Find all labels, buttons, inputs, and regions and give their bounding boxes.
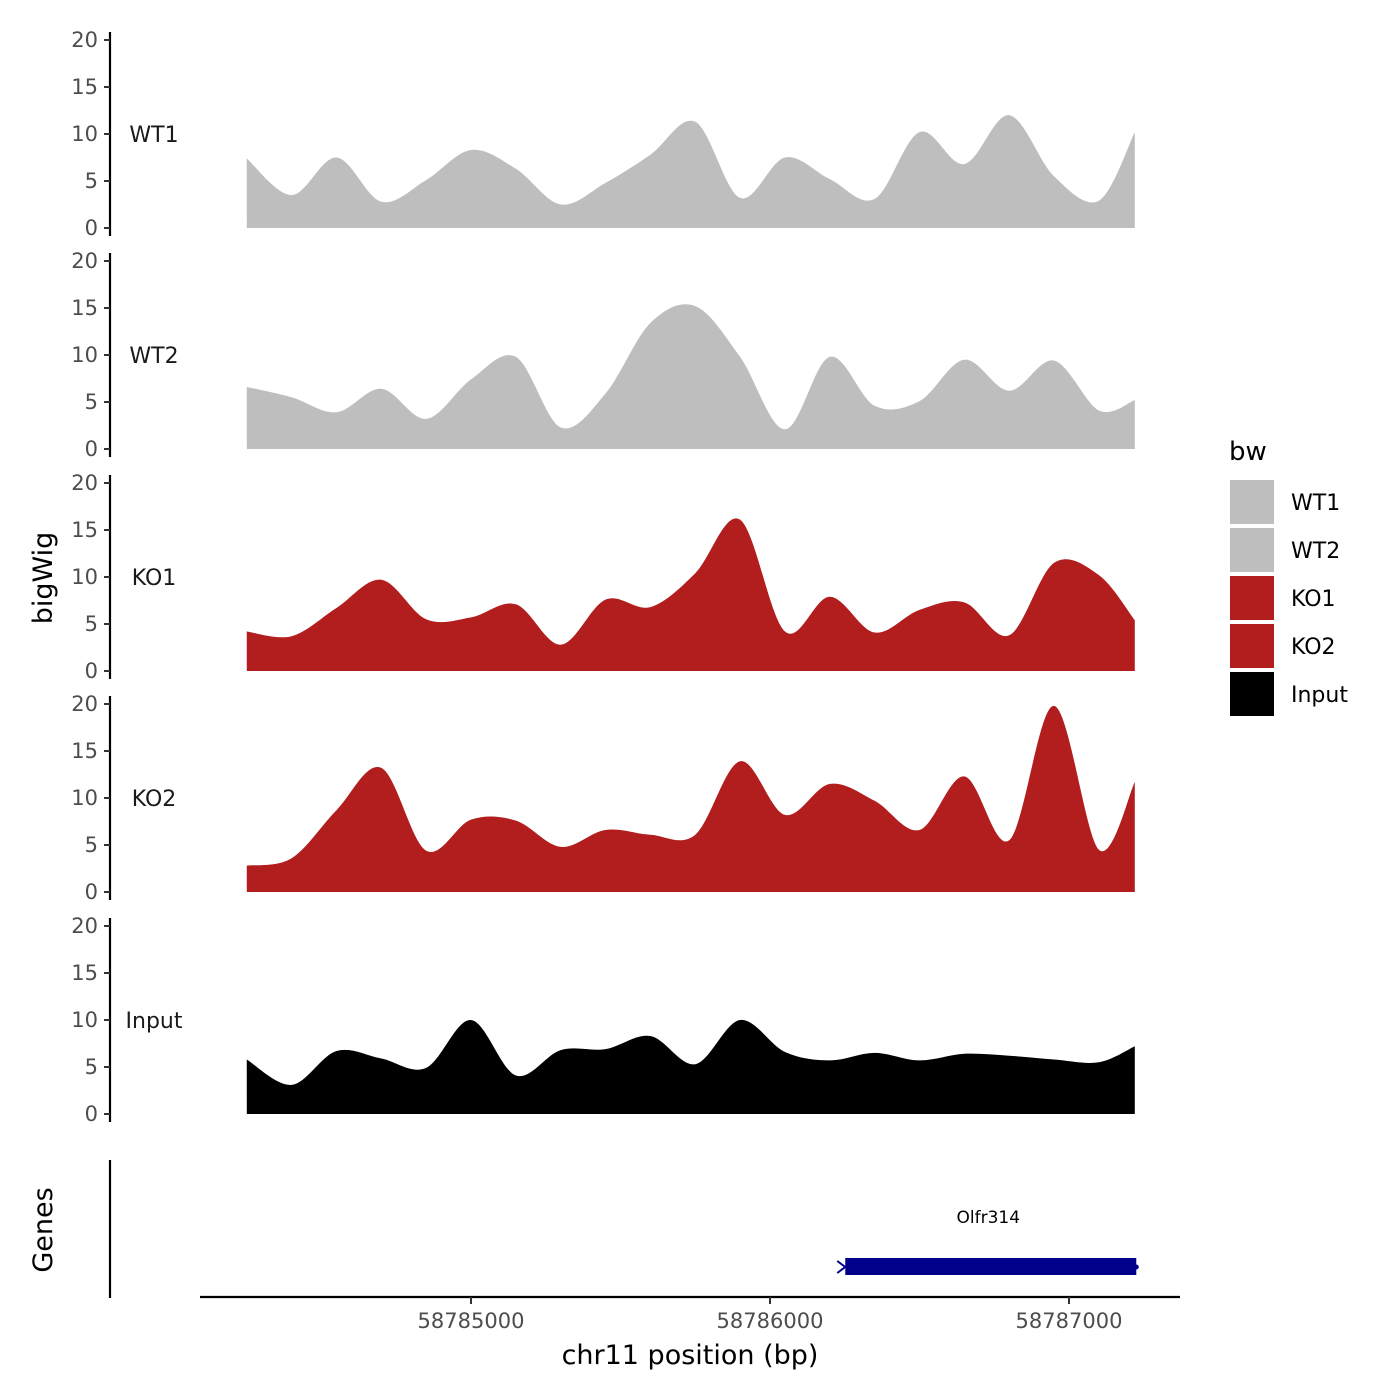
legend-label: Input [1291,683,1348,708]
legend-swatch [1230,672,1274,716]
y-tick-label: 10 [71,122,98,146]
track-label-wt1: WT1 [129,123,178,148]
y-tick-label: 5 [85,1055,98,1079]
y-tick-label: 20 [71,692,98,716]
y-tick-label: 5 [85,612,98,636]
y-tick-label: 20 [71,914,98,938]
legend-item-wt2: WT2 [1230,528,1340,572]
y-tick-label: 10 [71,1008,98,1032]
track-wt2: 0 5 10 15 20 WT2 [71,249,1135,461]
x-axis-title: chr11 position (bp) [562,1340,819,1371]
y-tick-label: 20 [71,249,98,273]
track-input: 0 5 10 15 20 Input [71,914,1135,1126]
area-ko1 [246,518,1135,671]
y-tick-label: 0 [85,216,98,240]
legend: bw WT1 WT2 KO1 KO2 Input [1229,437,1348,716]
legend-swatch [1230,480,1274,524]
legend-label: KO2 [1291,635,1336,660]
y-tick-label: 5 [85,390,98,414]
genes-axis-title: Genes [28,1187,59,1272]
y-tick-label: 0 [85,659,98,683]
gene-label: Olfr314 [957,1208,1021,1228]
gene-strand-arrow [836,1260,847,1274]
y-tick-label: 5 [85,169,98,193]
track-label-wt2: WT2 [129,344,178,369]
y-tick-label: 0 [85,437,98,461]
y-tick-label: 15 [71,518,98,542]
x-axis: 58785000 58786000 58787000 [200,1295,1180,1333]
y-tick-label: 15 [71,739,98,763]
y-tick-label: 0 [85,1102,98,1126]
track-wt1: 0 5 10 15 20 WT1 [71,28,1135,240]
x-tick-label: 58787000 [1016,1309,1123,1333]
legend-swatch [1230,528,1274,572]
track-label-input: Input [126,1009,183,1034]
gene-end-marker [1133,1264,1139,1270]
legend-item-input: Input [1230,672,1348,716]
legend-swatch [1230,576,1274,620]
track-ko1: 0 5 10 15 20 KO1 [71,471,1135,683]
gene-olfr314: Olfr314 [836,1208,1139,1275]
gene-panel: Olfr314 [108,1160,1139,1298]
area-input [246,1019,1135,1114]
legend-label: WT1 [1291,491,1340,516]
y-axis-title: bigWig [28,532,59,625]
x-tick-label: 58786000 [717,1309,824,1333]
legend-item-ko1: KO1 [1230,576,1336,620]
y-tick-label: 10 [71,343,98,367]
y-tick-label: 15 [71,961,98,985]
y-tick-label: 15 [71,75,98,99]
legend-item-ko2: KO2 [1230,624,1336,668]
x-tick-label: 58785000 [418,1309,525,1333]
legend-label: WT2 [1291,539,1340,564]
area-wt2 [246,304,1135,449]
y-tick-label: 10 [71,565,98,589]
y-tick-label: 10 [71,786,98,810]
area-ko2 [246,705,1135,892]
track-label-ko1: KO1 [132,566,177,591]
gene-body [845,1258,1137,1275]
legend-item-wt1: WT1 [1230,480,1340,524]
track-label-ko2: KO2 [132,787,177,812]
legend-swatch [1230,624,1274,668]
y-tick-label: 5 [85,833,98,857]
area-wt1 [246,115,1135,228]
signal-tracks: 0 5 10 15 20 WT1 0 5 10 15 20 WT2 0 5 10 15 20 KO1 0 5 10 15 2… [71,28,1135,1126]
y-tick-label: 0 [85,880,98,904]
legend-title: bw [1229,437,1267,467]
y-tick-label: 15 [71,296,98,320]
legend-label: KO1 [1291,587,1336,612]
track-ko2: 0 5 10 15 20 KO2 [71,692,1135,904]
y-tick-label: 20 [71,471,98,495]
y-tick-label: 20 [71,28,98,52]
